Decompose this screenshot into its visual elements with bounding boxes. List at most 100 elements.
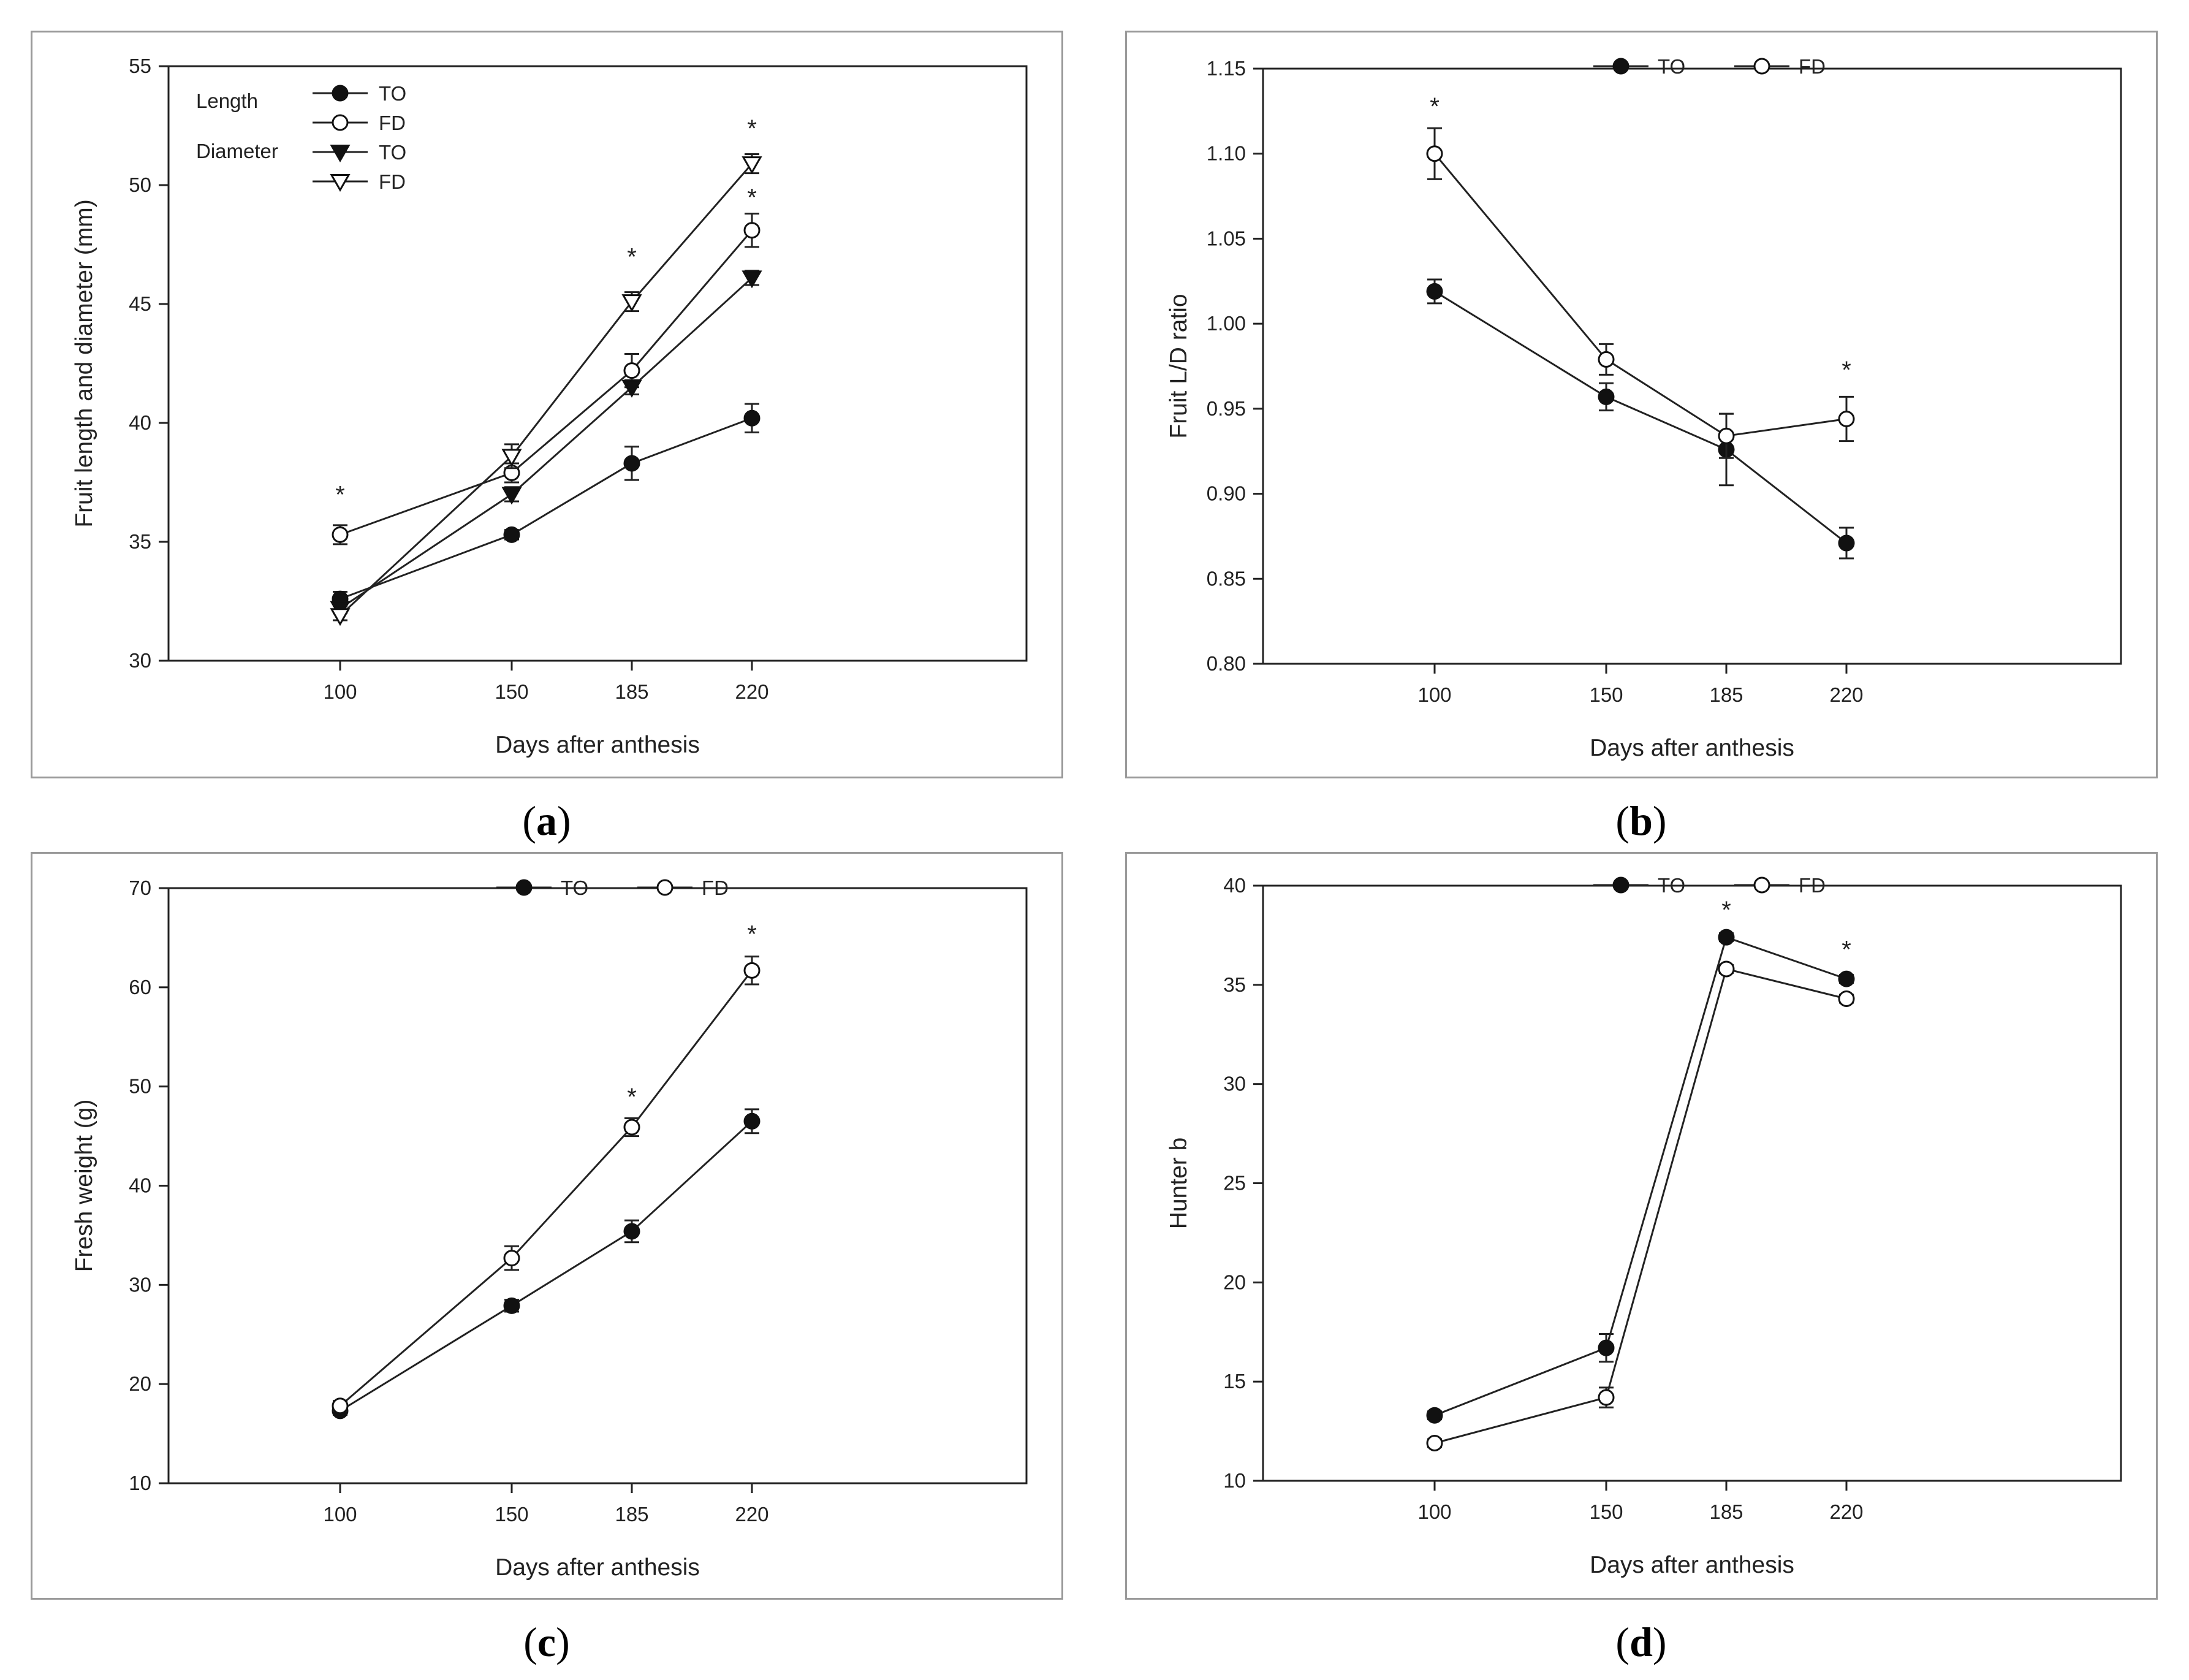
legend-label-c: FD	[702, 876, 729, 899]
y-tick-label-c: 60	[129, 976, 151, 998]
x-tick-label-b: 220	[1829, 683, 1863, 706]
legend-marker-d	[1753, 876, 1770, 894]
series-line-d	[1434, 936, 1847, 1416]
legend-group-label-a: Diameter	[196, 140, 278, 162]
x-axis-title-c: Days after anthesis	[495, 1554, 700, 1581]
y-tick-label-d: 25	[1223, 1172, 1246, 1195]
y-tick-label-d: 40	[1223, 874, 1246, 897]
data-point-a	[623, 455, 640, 472]
caption-a: (a)	[522, 797, 571, 844]
significance-star-a: *	[747, 115, 757, 142]
y-tick-label-c: 70	[129, 876, 151, 899]
series-line-a	[340, 229, 753, 536]
x-axis-title-d: Days after anthesis	[1590, 1552, 1794, 1578]
y-tick-label-a: 35	[129, 530, 151, 553]
x-tick-label-b: 100	[1417, 683, 1451, 706]
series-line-b	[1433, 153, 1847, 437]
x-tick-label-d: 185	[1709, 1500, 1743, 1523]
legend-marker-c	[656, 879, 673, 896]
y-tick-label-a: 50	[129, 173, 151, 196]
y-tick-label-b: 1.15	[1207, 57, 1246, 80]
y-tick-label-a: 30	[129, 649, 151, 672]
data-point-a	[743, 222, 761, 239]
significance-star-c: *	[747, 921, 757, 948]
significance-star-d: *	[1842, 937, 1851, 964]
data-point-d	[1838, 990, 1855, 1007]
y-axis-title-c: Fresh weight (g)	[71, 1100, 97, 1272]
caption-a-letter: a	[536, 797, 557, 844]
legend-marker-b	[1612, 58, 1629, 75]
series-line-a	[340, 277, 753, 609]
data-point-d	[1718, 929, 1735, 946]
y-tick-label-d: 10	[1223, 1469, 1246, 1492]
data-point-b	[1838, 411, 1855, 428]
y-axis-title-d: Hunter b	[1166, 1138, 1192, 1230]
legend-label-d: FD	[1799, 874, 1826, 897]
data-point-b	[1718, 427, 1735, 444]
x-tick-label-a: 100	[323, 680, 357, 703]
y-tick-label-b: 1.10	[1207, 142, 1246, 165]
data-point-d	[1718, 960, 1735, 978]
y-tick-label-c: 50	[129, 1075, 151, 1098]
significance-star-a: *	[627, 243, 637, 270]
y-tick-label-b: 0.80	[1207, 652, 1246, 675]
series-c-fd-open-circle	[332, 956, 761, 1415]
legend-marker-a	[330, 145, 351, 163]
data-point-a	[623, 362, 640, 379]
legend-group-label-a: Length	[196, 89, 258, 112]
series-line-c	[340, 1120, 753, 1412]
legend-marker-a	[332, 85, 349, 102]
y-tick-label-c: 40	[129, 1174, 151, 1197]
legend-label-a: FD	[379, 170, 406, 193]
data-point-b	[1426, 145, 1443, 162]
legend-label-b: FD	[1799, 55, 1826, 78]
y-tick-label-d: 35	[1223, 973, 1246, 996]
significance-star-b: *	[1842, 357, 1851, 384]
series-line-a	[340, 417, 753, 600]
y-tick-label-b: 1.05	[1207, 227, 1246, 249]
x-tick-label-d: 100	[1417, 1500, 1451, 1523]
y-tick-label-a: 40	[129, 411, 151, 434]
data-point-c	[503, 1250, 520, 1267]
data-point-a	[743, 409, 761, 427]
panel-frame-a	[31, 31, 1063, 778]
legend-label-d: TO	[1658, 874, 1685, 897]
data-point-c	[743, 1112, 761, 1130]
legend-label-a: TO	[379, 82, 406, 105]
x-tick-label-a: 185	[615, 680, 648, 703]
significance-star-a: *	[747, 184, 757, 211]
x-axis-title-a: Days after anthesis	[495, 732, 700, 758]
series-a-fd-open-circle	[332, 213, 761, 545]
y-tick-label-c: 30	[129, 1273, 151, 1296]
data-point-c	[332, 1397, 349, 1415]
x-tick-label-c: 100	[323, 1503, 357, 1526]
x-tick-label-c: 150	[495, 1503, 528, 1526]
caption-b-letter: b	[1629, 797, 1653, 844]
y-tick-label-b: 1.00	[1207, 312, 1246, 335]
y-tick-label-c: 10	[129, 1472, 151, 1494]
data-point-b	[1838, 534, 1855, 552]
y-tick-label-d: 30	[1223, 1073, 1246, 1095]
data-point-b	[1598, 351, 1615, 368]
series-line-d	[1434, 968, 1847, 1444]
data-point-c	[743, 962, 761, 979]
data-point-a	[501, 449, 522, 467]
legend-marker-b	[1753, 58, 1770, 75]
legend-label-a: TO	[379, 141, 406, 164]
series-a-to-filled-triangle	[330, 270, 762, 619]
x-tick-label-b: 185	[1709, 683, 1743, 706]
caption-d: (d)	[1615, 1619, 1667, 1665]
series-line-a	[339, 163, 753, 617]
significance-star-a: *	[335, 481, 345, 508]
data-point-a	[503, 526, 520, 543]
significance-star-d: *	[1721, 897, 1731, 924]
y-tick-label-a: 45	[129, 292, 151, 315]
data-point-a	[742, 156, 762, 175]
series-b-to-filled-circle	[1426, 278, 1855, 560]
caption-d-letter: d	[1629, 1619, 1653, 1665]
data-point-c	[623, 1119, 640, 1136]
data-point-d	[1426, 1407, 1443, 1424]
legend-marker-c	[515, 879, 533, 896]
y-tick-label-d: 15	[1223, 1370, 1246, 1393]
